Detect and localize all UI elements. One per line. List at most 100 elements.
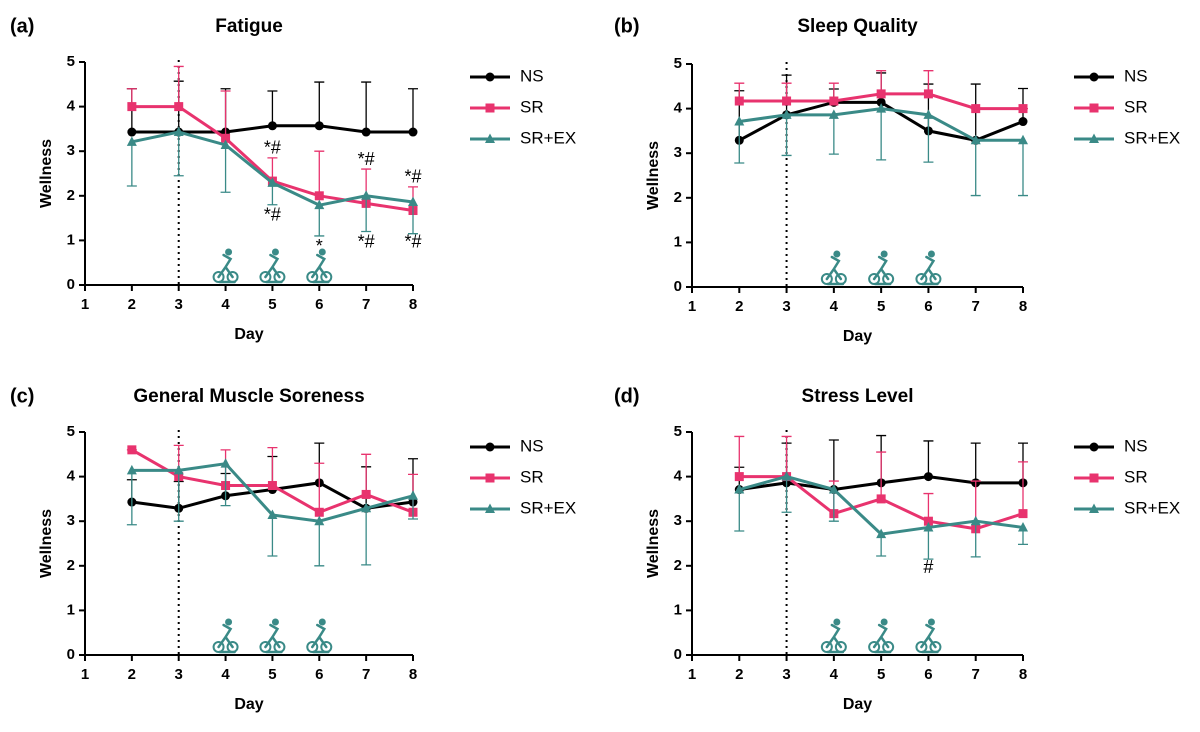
x-tick-label: 2	[735, 666, 743, 683]
marker	[1018, 117, 1028, 127]
legend-marker	[1089, 103, 1099, 113]
legend-label: SR+EX	[520, 498, 576, 517]
x-tick-label: 5	[268, 296, 276, 313]
error-bar	[314, 150, 325, 196]
bike-head	[927, 618, 935, 626]
marker	[923, 472, 933, 482]
y-tick-label: 4	[674, 100, 683, 117]
bike-rider	[264, 253, 283, 284]
legend-label: SR+EX	[1124, 128, 1180, 147]
error-bar	[361, 195, 372, 233]
y-tick-label: 4	[674, 468, 683, 485]
error-bar	[970, 442, 981, 483]
y-tick-label: 5	[674, 423, 682, 440]
y-tick-label: 4	[67, 98, 76, 115]
marker	[127, 102, 137, 112]
legend-marker	[1089, 72, 1099, 82]
error-bar	[361, 508, 372, 566]
error-bar	[734, 121, 745, 164]
legend-marker	[485, 103, 495, 113]
error-bar	[126, 141, 137, 187]
marker	[781, 109, 792, 119]
x-axis-label: Day	[234, 696, 263, 713]
marker	[173, 126, 184, 137]
marker	[221, 133, 231, 143]
marker	[314, 515, 325, 526]
x-tick-label: 2	[128, 296, 136, 313]
bike-head	[271, 248, 279, 256]
marker	[876, 528, 887, 539]
chart-title: Sleep Quality	[797, 16, 918, 37]
error-bar	[220, 90, 231, 139]
marker	[267, 481, 277, 491]
x-tick-label: 3	[782, 298, 790, 315]
chart-title: Stress Level	[802, 386, 914, 407]
legend-label: NS	[1124, 436, 1148, 455]
error-bar	[408, 88, 418, 133]
y-tick-label: 3	[67, 512, 75, 529]
legend-marker	[1089, 473, 1099, 483]
marker	[734, 484, 745, 494]
error-bar	[267, 446, 278, 486]
x-tick-label: 8	[409, 296, 417, 313]
error-bar	[267, 90, 278, 126]
x-tick-label: 4	[830, 298, 839, 315]
legend-label: NS	[520, 66, 544, 85]
x-tick-label: 5	[877, 666, 885, 683]
bike-head	[880, 250, 888, 258]
bike-head	[318, 248, 326, 256]
legend-label: NS	[520, 436, 544, 455]
chart-title: Fatigue	[215, 16, 283, 37]
error-bar	[314, 462, 325, 513]
y-tick-label: 1	[67, 231, 75, 248]
x-tick-label: 7	[972, 666, 980, 683]
error-bar	[408, 202, 418, 235]
annotation: #	[923, 557, 933, 577]
error-bar	[220, 463, 231, 507]
marker	[828, 109, 839, 119]
x-tick-label: 2	[128, 666, 136, 683]
legend-marker	[485, 133, 495, 143]
legend-label: NS	[1124, 66, 1148, 85]
marker	[734, 116, 745, 126]
x-tick-label: 6	[315, 666, 323, 683]
legend-marker	[1089, 503, 1099, 513]
marker	[314, 507, 324, 517]
panel-label: (c)	[10, 385, 34, 407]
y-tick-label: 5	[67, 53, 75, 70]
marker	[970, 134, 981, 145]
error-bar	[876, 451, 887, 499]
panel: (c) General Muscle SorenessWellnessDay012…	[10, 385, 576, 713]
annotation: *#	[404, 231, 421, 251]
bike-head	[318, 618, 326, 626]
error-bar	[781, 114, 792, 157]
marker	[267, 177, 278, 187]
marker	[970, 515, 981, 526]
error-bar	[314, 81, 325, 126]
marker	[876, 97, 886, 107]
bike-head	[225, 618, 233, 626]
bike-head	[833, 250, 841, 258]
legend-label: SR	[1124, 467, 1148, 486]
error-bar	[361, 453, 372, 495]
bike-rider	[264, 623, 283, 654]
y-tick-label: 0	[67, 646, 75, 663]
x-tick-label: 8	[409, 666, 417, 683]
marker	[923, 516, 933, 526]
y-tick-label: 2	[674, 189, 682, 206]
marker	[828, 484, 839, 494]
annotation: *#	[264, 205, 281, 225]
y-tick-label: 3	[674, 512, 682, 529]
marker	[361, 190, 372, 200]
error-bar	[828, 489, 839, 522]
bike-head	[833, 618, 841, 626]
x-tick-label: 1	[81, 296, 89, 313]
bike-rider	[920, 623, 939, 654]
marker	[876, 494, 886, 504]
marker	[408, 490, 418, 500]
marker	[781, 471, 792, 481]
legend-label: SR+EX	[520, 128, 576, 147]
